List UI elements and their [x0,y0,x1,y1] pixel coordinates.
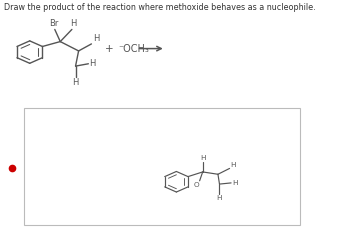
Text: O: O [193,182,199,188]
Text: +: + [105,43,113,54]
Text: ⁻OCH₃: ⁻OCH₃ [118,43,149,54]
Text: H: H [70,20,77,28]
Text: H: H [231,162,236,168]
Text: H: H [93,34,99,43]
Text: Draw the product of the reaction where methoxide behaves as a nucleophile.: Draw the product of the reaction where m… [4,3,315,12]
Text: H: H [217,195,222,201]
Text: Br: Br [49,20,58,28]
Bar [23,108,300,225]
Text: H: H [232,180,238,186]
Text: H: H [90,59,96,68]
Text: H: H [72,78,79,87]
Text: H: H [200,155,205,161]
